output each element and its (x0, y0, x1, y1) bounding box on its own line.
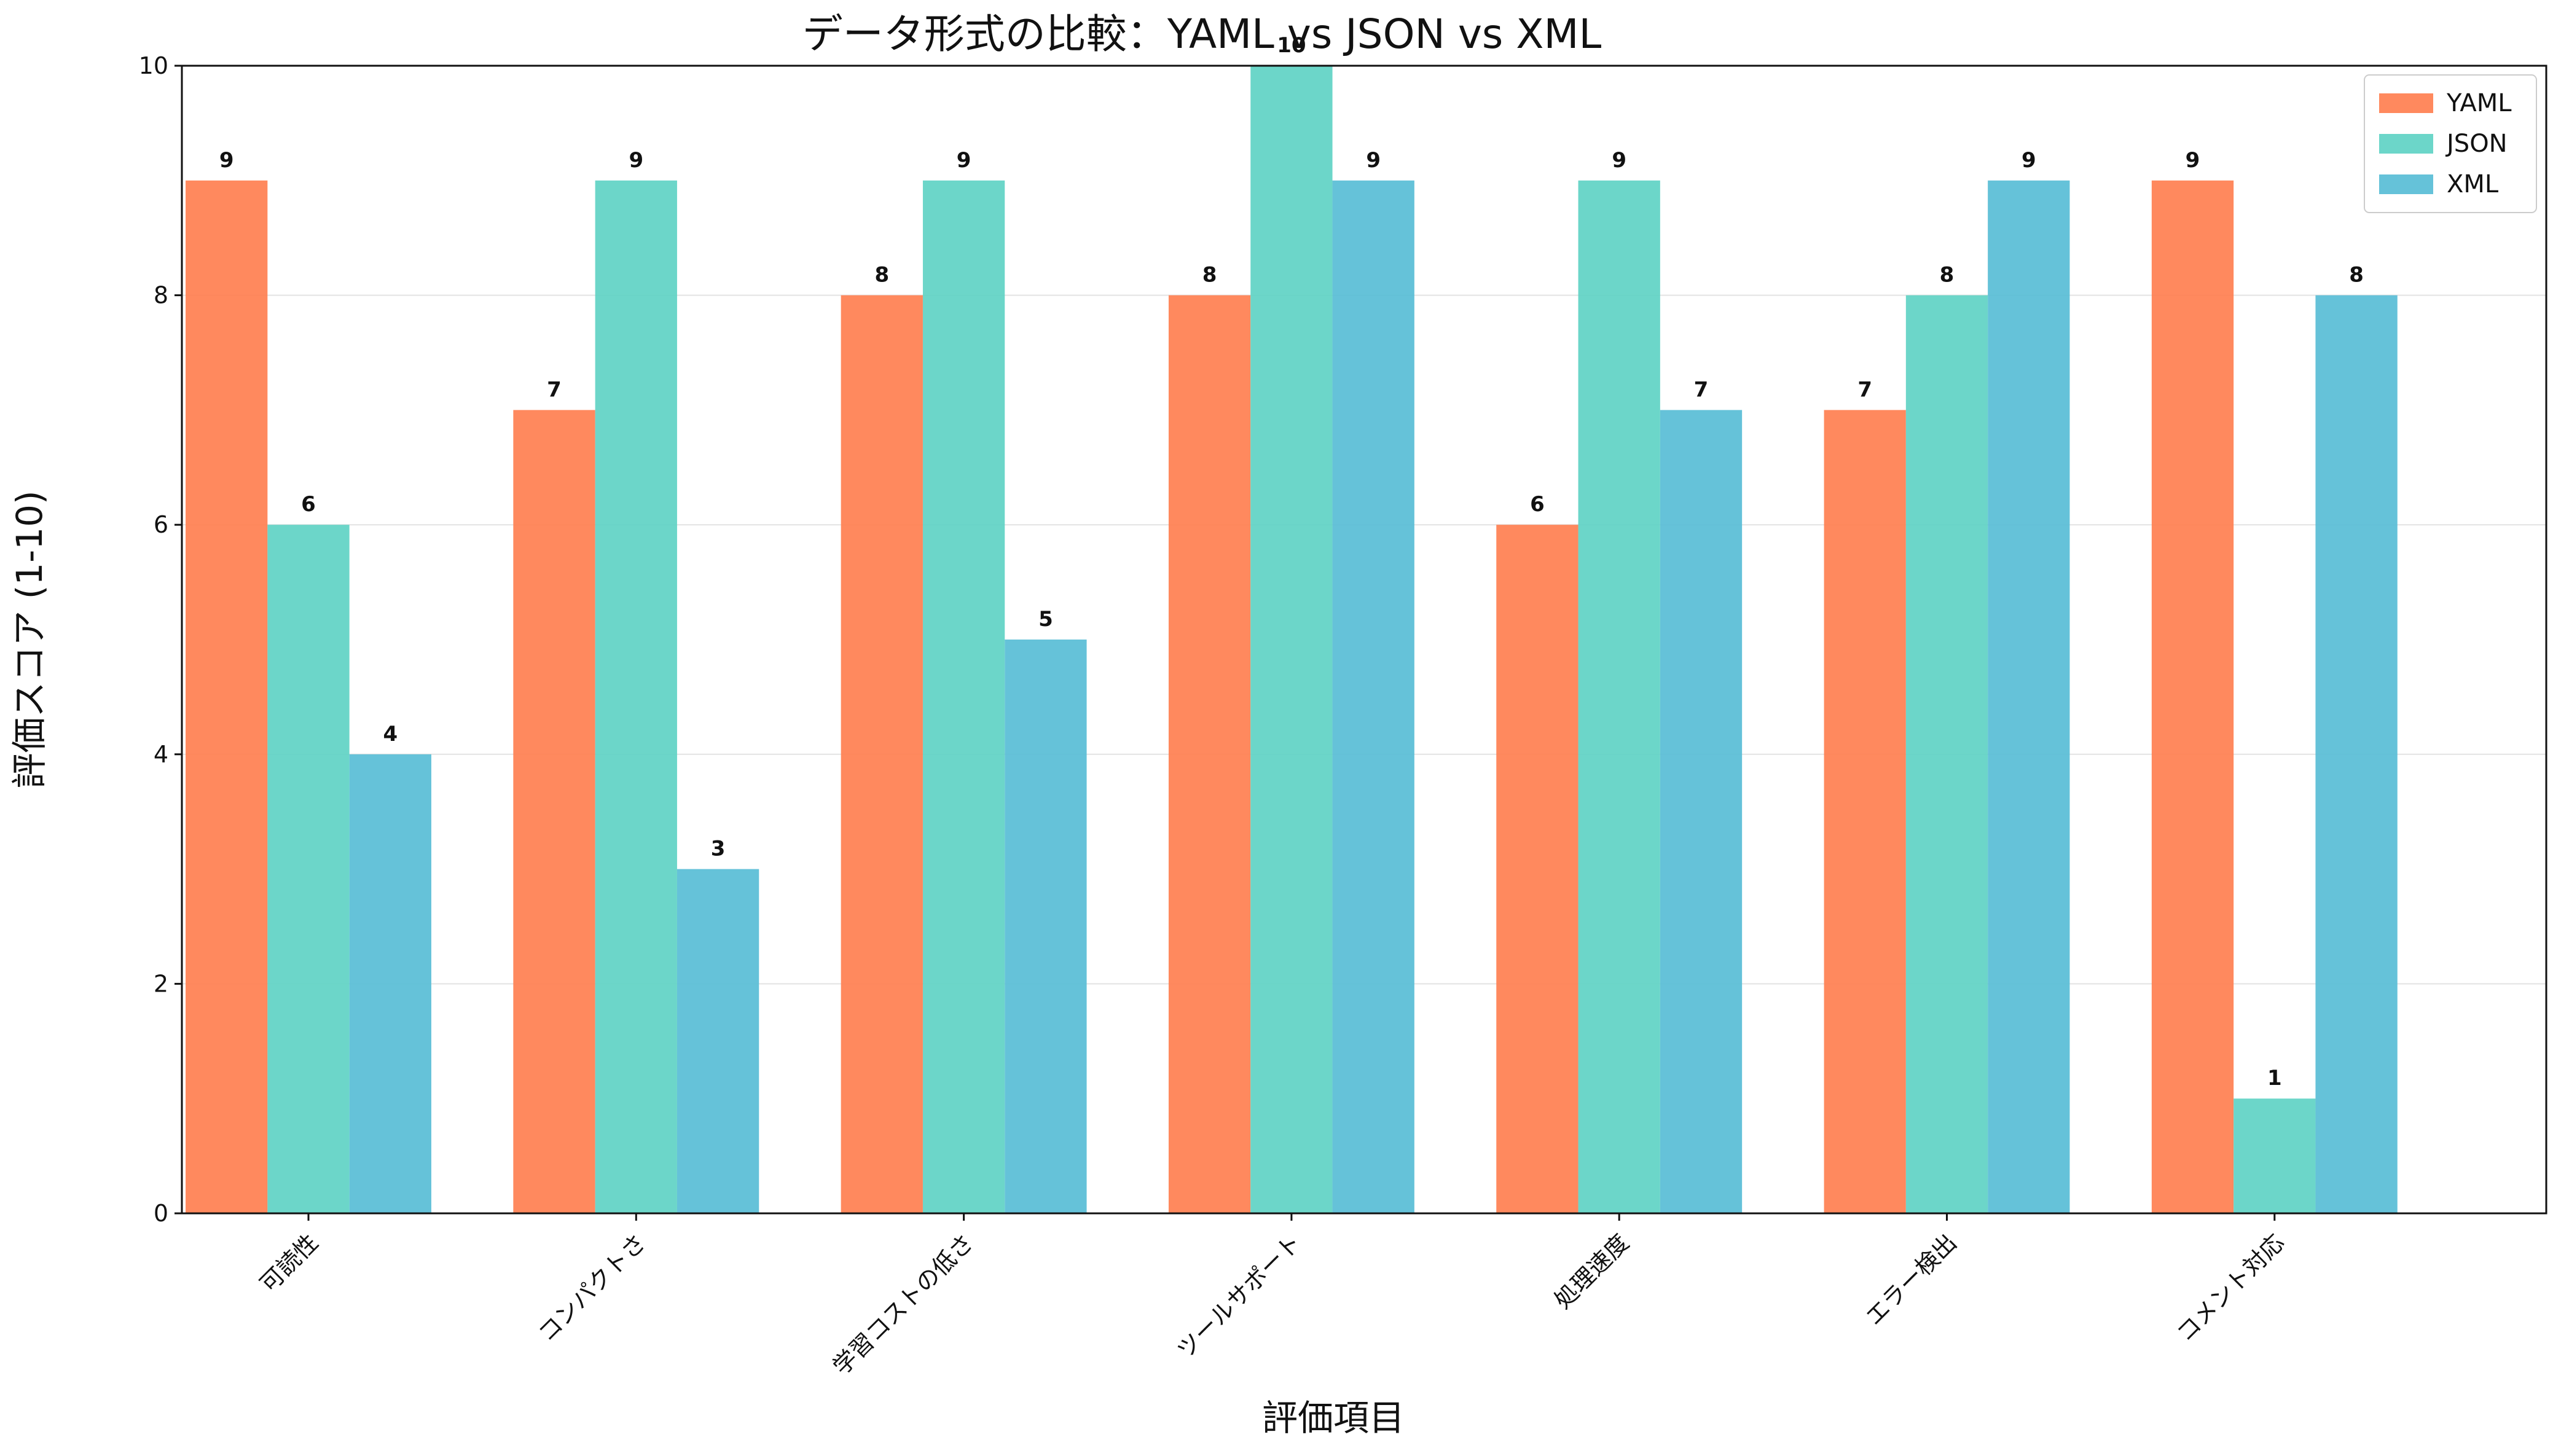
data-label: 10 (1277, 33, 1306, 58)
data-label: 9 (629, 148, 643, 173)
bar-yaml (2151, 180, 2234, 1213)
data-label: 5 (1038, 607, 1053, 632)
plot-frame (181, 65, 2547, 1215)
bar-xml (1005, 640, 1087, 1213)
bar-json (595, 180, 677, 1213)
x-axis-title: 評価項目 (1262, 1397, 1405, 1439)
data-label: 8 (874, 263, 889, 288)
legend-swatch-xml (2379, 174, 2433, 194)
data-label: 9 (1612, 148, 1626, 173)
bar-json (2234, 1098, 2316, 1213)
data-label: 9 (2186, 148, 2200, 173)
data-label: 1 (2267, 1066, 2282, 1090)
bars-layer (186, 66, 2398, 1214)
legend-swatch-json (2379, 134, 2433, 154)
data-label: 6 (1530, 492, 1545, 517)
bar-yaml (841, 295, 923, 1214)
y-tick-label: 2 (154, 970, 168, 997)
data-label: 9 (957, 148, 971, 173)
bar-json (1578, 180, 1660, 1213)
y-axis: 0 2 4 6 8 10 (139, 52, 182, 1227)
bar-xml (677, 869, 759, 1213)
y-axis-title: 評価スコア (1-10) (9, 490, 50, 788)
bar-yaml (1168, 295, 1251, 1214)
y-tick-label: 6 (154, 511, 168, 538)
data-label: 6 (301, 492, 316, 517)
data-label: 7 (1857, 377, 1872, 402)
data-labels-layer: 9 6 4 7 9 3 8 9 5 8 10 9 6 9 7 7 8 9 9 1 8 (219, 33, 2364, 1090)
bar-yaml (1824, 410, 1906, 1213)
data-label: 8 (2349, 263, 2364, 288)
legend-label-json: JSON (2445, 130, 2508, 158)
bar-yaml (513, 410, 595, 1213)
bar-json (1250, 66, 1333, 1213)
legend-label-yaml: YAML (2446, 89, 2512, 117)
bar-xml (1660, 410, 1743, 1213)
bar-xml (1332, 180, 1414, 1213)
bar-json (267, 525, 350, 1214)
data-label: 9 (2022, 148, 2036, 173)
legend-label-xml: XML (2447, 170, 2499, 198)
chart-title: データ形式の比較：YAML vs JSON vs XML (802, 10, 1602, 58)
y-tick-label: 0 (154, 1200, 168, 1227)
bar-xml (2315, 295, 2398, 1214)
data-label: 7 (547, 377, 562, 402)
bar-yaml (186, 180, 268, 1213)
data-label: 7 (1694, 377, 1709, 402)
data-label: 9 (219, 148, 234, 173)
legend: YAML JSON XML (2364, 74, 2537, 213)
bar-xml (1988, 180, 2070, 1213)
y-tick-label: 8 (154, 282, 168, 309)
bar-json (1905, 295, 1988, 1214)
data-label: 3 (711, 837, 726, 861)
y-tick-label: 4 (154, 741, 168, 768)
legend-swatch-yaml (2379, 93, 2433, 113)
data-label: 8 (1202, 263, 1217, 288)
data-label: 4 (383, 722, 398, 746)
y-tick-label: 10 (139, 52, 168, 79)
data-label: 9 (1366, 148, 1381, 173)
bar-yaml (1496, 525, 1579, 1214)
data-label: 8 (1940, 263, 1955, 288)
bar-json (922, 180, 1005, 1213)
bar-xml (349, 754, 431, 1213)
